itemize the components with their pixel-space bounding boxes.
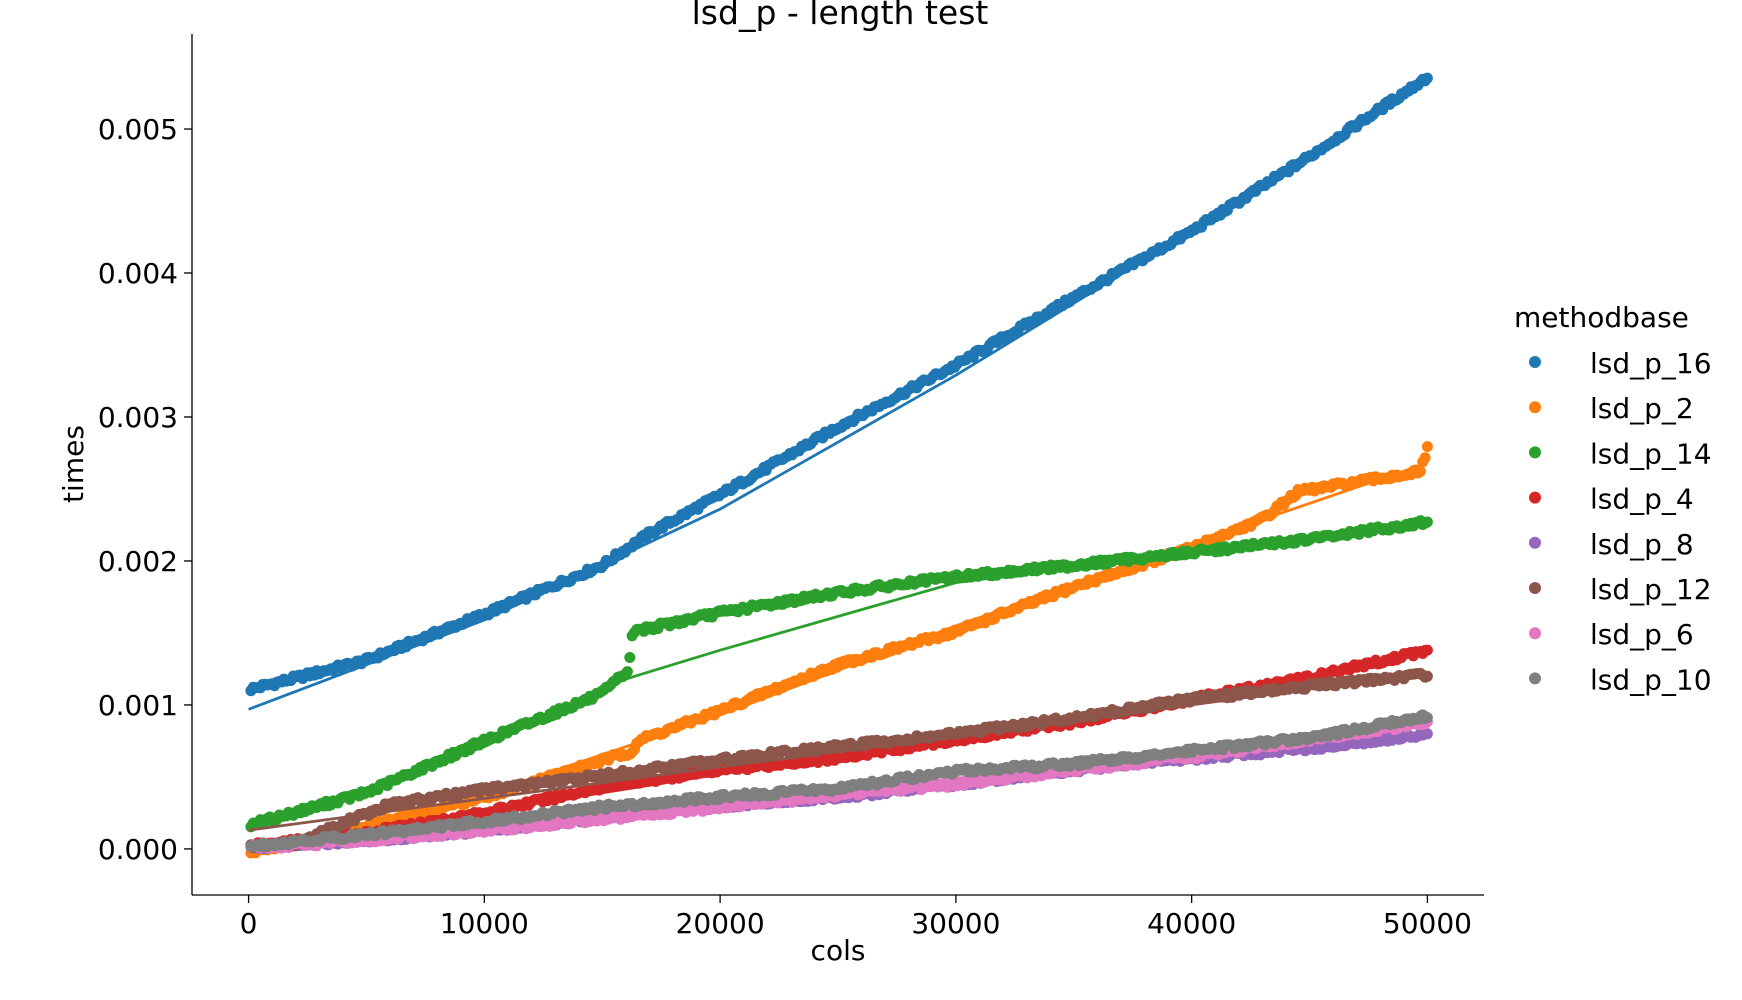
legend-marker [1529, 582, 1541, 594]
legend-item: lsd_p_6 [1529, 618, 1694, 651]
x-tick-label: 20000 [676, 907, 765, 940]
legend-title: methodbase [1514, 301, 1689, 334]
legend-label: lsd_p_4 [1590, 483, 1694, 516]
plot-area [245, 72, 1433, 859]
y-axis-title: times [57, 425, 90, 503]
y-tick-label: 0.003 [98, 401, 178, 434]
legend-item: lsd_p_16 [1529, 347, 1712, 380]
legend-marker [1529, 356, 1541, 368]
legend-label: lsd_p_12 [1590, 573, 1712, 606]
legend-label: lsd_p_2 [1590, 392, 1694, 425]
legend-label: lsd_p_14 [1590, 437, 1712, 470]
y-axis-ticks: 0.000 0.001 0.002 0.003 0.004 0.005 [98, 113, 192, 866]
data-point [1421, 441, 1433, 453]
legend-marker [1529, 672, 1541, 685]
y-tick-label: 0.002 [98, 545, 178, 578]
legend-item: lsd_p_10 [1529, 663, 1712, 696]
chart-title: lsd_p - length test [692, 0, 989, 32]
x-tick-label: 40000 [1147, 907, 1236, 940]
y-tick-label: 0.000 [98, 833, 178, 866]
data-point [1421, 728, 1433, 740]
y-tick-label: 0.005 [98, 113, 178, 146]
legend-marker [1529, 627, 1541, 640]
legend-item: lsd_p_12 [1529, 573, 1712, 606]
legend-marker [1529, 446, 1541, 459]
fit-line [248, 520, 1428, 832]
series-lsd_p_12 [245, 667, 1433, 854]
x-tick-label: 0 [240, 907, 258, 940]
legend-label: lsd_p_6 [1590, 618, 1694, 651]
legend-marker [1529, 491, 1541, 504]
fit-line [248, 671, 1428, 832]
data-point [1419, 452, 1431, 464]
legend-item: lsd_p_2 [1529, 392, 1694, 425]
data-point [621, 666, 633, 678]
legend-label: lsd_p_16 [1590, 347, 1712, 380]
data-point [1421, 712, 1433, 724]
legend-item: lsd_p_8 [1529, 528, 1694, 561]
data-point [1421, 516, 1433, 528]
data-point [1414, 465, 1426, 477]
series-lsd_p_14 [245, 515, 1433, 833]
series-lsd_p_10 [245, 709, 1433, 853]
x-axis-ticks: 0 10000 20000 30000 40000 50000 [240, 895, 1472, 940]
legend: methodbase lsd_p_16 lsd_p_2 lsd_p_14 lsd_p_… [1514, 301, 1712, 696]
x-tick-label: 50000 [1383, 907, 1472, 940]
fit-line [248, 720, 1428, 848]
series-lsd_p_16 [245, 72, 1433, 711]
data-point [624, 652, 636, 663]
x-axis-title: cols [811, 934, 866, 967]
legend-label: lsd_p_8 [1590, 528, 1694, 561]
x-tick-label: 10000 [440, 907, 529, 940]
legend-marker [1529, 536, 1541, 549]
legend-marker [1529, 401, 1541, 414]
legend-label: lsd_p_10 [1590, 663, 1712, 696]
legend-item: lsd_p_14 [1529, 437, 1712, 470]
y-tick-label: 0.001 [98, 689, 178, 722]
x-tick-label: 30000 [911, 907, 1000, 940]
fit-line [248, 77, 1429, 711]
legend-item: lsd_p_4 [1529, 483, 1694, 516]
y-tick-label: 0.004 [98, 257, 178, 290]
